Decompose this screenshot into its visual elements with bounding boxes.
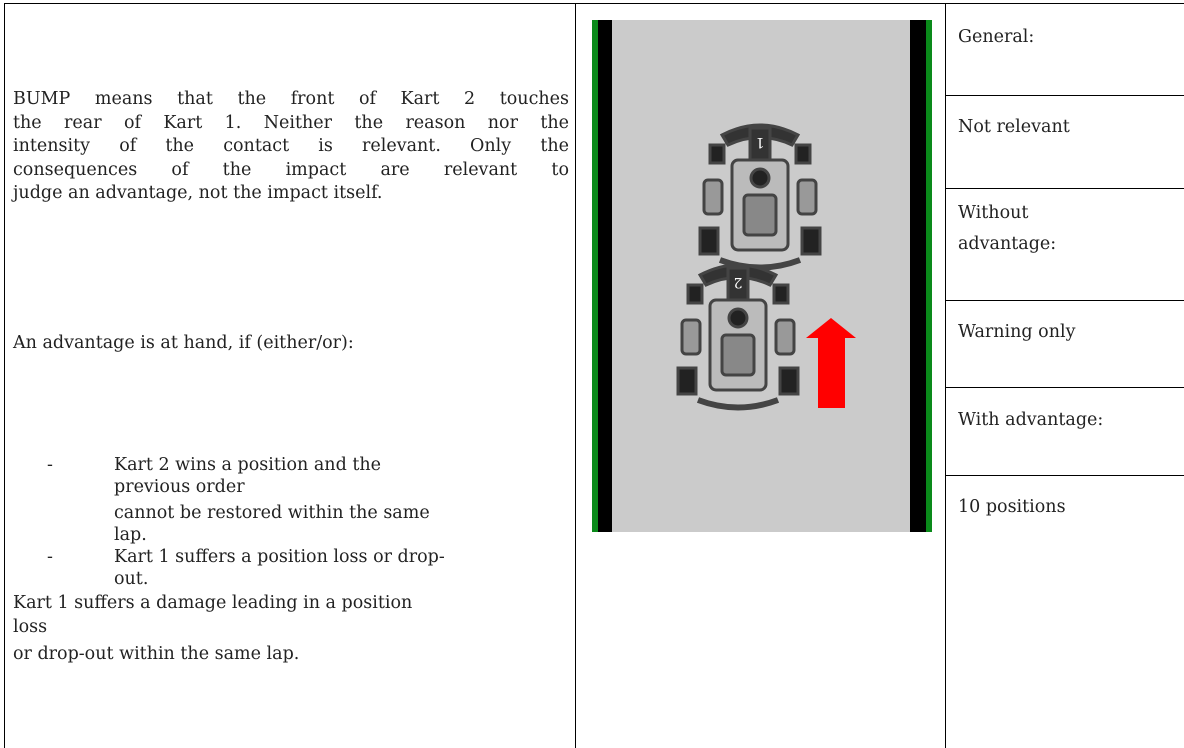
border <box>945 95 1184 96</box>
cell-text: Not relevant <box>958 117 1070 137</box>
list-item-line: out. <box>114 569 149 589</box>
paragraph: An advantage is at hand, if (either/or): <box>13 333 354 353</box>
illustration: 1 2 <box>592 20 932 532</box>
border <box>945 3 946 748</box>
border <box>945 387 1184 388</box>
list-item-line: cannot be restored within the same <box>114 503 430 523</box>
paragraph-line: intensity of the contact is relevant. On… <box>13 136 569 156</box>
list-item-line: lap. <box>114 525 147 545</box>
border <box>575 3 576 748</box>
cell-text: General: <box>958 27 1035 47</box>
list-item-line: Kart 1 suffers a position loss or drop- <box>47 546 445 568</box>
cell-text: Warning only <box>958 322 1076 342</box>
cell-text: 10 positions <box>958 497 1066 517</box>
paragraph-line: BUMP means that the front of Kart 2 touc… <box>13 89 569 109</box>
border <box>945 475 1184 476</box>
paragraph-line: consequences of the impact are relevant … <box>13 159 569 180</box>
kart-label: 1 <box>756 134 765 150</box>
border <box>945 188 1184 189</box>
paragraph-line: loss <box>13 617 48 637</box>
paragraph-line: or drop-out within the same lap. <box>13 644 300 664</box>
border <box>4 3 5 748</box>
kart-label: 2 <box>734 274 743 290</box>
paragraph-line: judge an advantage, not the impact itsel… <box>13 183 383 203</box>
border <box>945 300 1184 301</box>
paragraph-line: Kart 1 suffers a damage leading in a pos… <box>13 593 413 613</box>
cell-text: Without <box>958 203 1029 223</box>
cell-text: advantage: <box>958 234 1057 254</box>
paragraph-line: the rear of Kart 1. Neither the reason n… <box>13 112 569 133</box>
list-item-line: Kart 2 wins a position and the <box>47 454 381 476</box>
list-item-line: previous order <box>114 477 245 497</box>
border <box>4 3 1184 4</box>
cell-text: With advantage: <box>958 410 1104 430</box>
